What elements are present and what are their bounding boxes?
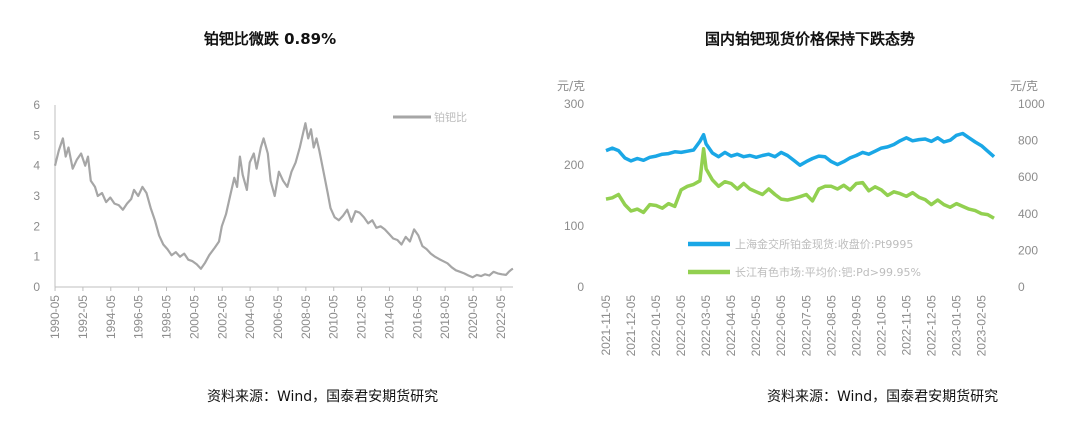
left-x-tick-label: 2022-05 (494, 295, 508, 339)
right-chart-source: 资料来源：Wind，国泰君安期货研究 (767, 389, 999, 405)
right-x-tick-label: 2022-02-05 (674, 295, 688, 357)
right-legend-label: 长江有色市场:平均价:钯:Pd>99.95% (735, 265, 921, 279)
left-x-tick-label: 1996-05 (132, 295, 146, 339)
left-x-tick-label: 2000-05 (187, 295, 201, 339)
ratio-series-line (53, 122, 514, 279)
right-y-right-tick-label: 200 (1018, 243, 1038, 257)
right-y-left-tick-label: 100 (564, 219, 584, 233)
right-legend-label: 上海金交所铂金现货:收盘价:Pt9995 (735, 237, 913, 251)
left-y-tick-label: 6 (33, 98, 40, 112)
right-x-tick-label: 2022-06-05 (774, 295, 788, 357)
right-y-left-tick-label: 300 (564, 97, 584, 111)
right-x-tick-label: 2022-10-05 (874, 295, 888, 357)
left-x-tick-label: 2014-05 (382, 295, 396, 339)
spot-price-chart: 元/克 元/克 0 100 200 300 0 200 400 600 800 1000 2021-11… (557, 79, 1045, 357)
left-x-tick-label: 1990-05 (48, 295, 62, 339)
right-x-tick-label: 2023-01-05 (949, 295, 963, 357)
palladium-series-line (605, 147, 995, 220)
platinum-series-line (605, 131, 996, 167)
right-x-tick-label: 2022-12-05 (924, 295, 938, 357)
right-x-tick-label: 2022-01-05 (649, 295, 663, 357)
left-y-tick-label: 1 (33, 250, 40, 264)
right-x-tick-label: 2022-08-05 (824, 295, 838, 357)
right-y-right-unit: 元/克 (1010, 79, 1038, 93)
left-x-tick-label: 1994-05 (104, 295, 118, 339)
left-y-tick-label: 5 (33, 128, 40, 142)
left-y-tick-label: 3 (33, 189, 40, 203)
left-x-tick-label: 2020-05 (466, 295, 480, 339)
right-chart-panel: 国内铂钯现货价格保持下跌态势 元/克 元/克 0 100 200 300 0 200 400 60… (540, 0, 1080, 429)
right-x-tick-label: 2022-07-05 (799, 295, 813, 357)
right-x-tick-label: 2021-12-05 (624, 295, 638, 357)
left-x-tick-label: 2002-05 (215, 295, 229, 339)
left-legend-label: 铂钯比 (434, 110, 467, 124)
left-x-tick-label: 2006-05 (271, 295, 285, 339)
right-y-right-tick-label: 600 (1018, 170, 1038, 184)
left-x-tick-label: 2004-05 (243, 295, 257, 339)
left-x-tick-label: 2008-05 (299, 295, 313, 339)
right-x-tick-label: 2021-11-05 (599, 295, 613, 356)
right-y-left-unit: 元/克 (557, 79, 585, 93)
right-x-tick-label: 2023-02-05 (974, 295, 988, 357)
right-y-right-tick-label: 1000 (1018, 97, 1045, 111)
right-chart-title: 国内铂钯现货价格保持下跌态势 (704, 30, 915, 48)
right-y-left-tick-label: 200 (564, 158, 584, 172)
right-y-right-tick-label: 800 (1018, 134, 1038, 148)
left-y-tick-label: 4 (33, 159, 40, 173)
left-y-tick-label: 0 (33, 280, 40, 294)
left-x-tick-label: 2012-05 (355, 295, 369, 339)
left-x-tick-label: 2010-05 (327, 295, 341, 339)
right-x-tick-label: 2022-11-05 (899, 295, 913, 356)
right-y-right-tick-label: 0 (1018, 280, 1025, 294)
left-chart-title: 铂钯比微跌 0.89% (203, 30, 337, 48)
right-x-tick-label: 2022-03-05 (699, 295, 713, 357)
left-y-tick-label: 2 (33, 219, 40, 233)
left-x-tick-label: 1992-05 (76, 295, 90, 339)
platinum-palladium-ratio-chart: 0 1 2 3 4 5 6 1990-05 1992-05 1994-05 1996-05 1998-… (33, 98, 514, 339)
left-x-tick-label: 2016-05 (410, 295, 424, 339)
left-chart-source: 资料来源：Wind，国泰君安期货研究 (207, 389, 439, 405)
right-x-tick-label: 2022-04-05 (724, 295, 738, 357)
right-x-tick-label: 2022-09-05 (849, 295, 863, 357)
right-x-tick-label: 2022-05-05 (749, 295, 763, 357)
left-x-tick-label: 1998-05 (160, 295, 174, 339)
right-y-right-tick-label: 400 (1018, 207, 1038, 221)
left-x-tick-label: 2018-05 (438, 295, 452, 339)
right-y-left-tick-label: 0 (577, 280, 584, 294)
left-chart-panel: 铂钯比微跌 0.89% 0 1 2 3 4 5 6 1990-05 1992-05 1994-05… (33, 30, 514, 405)
